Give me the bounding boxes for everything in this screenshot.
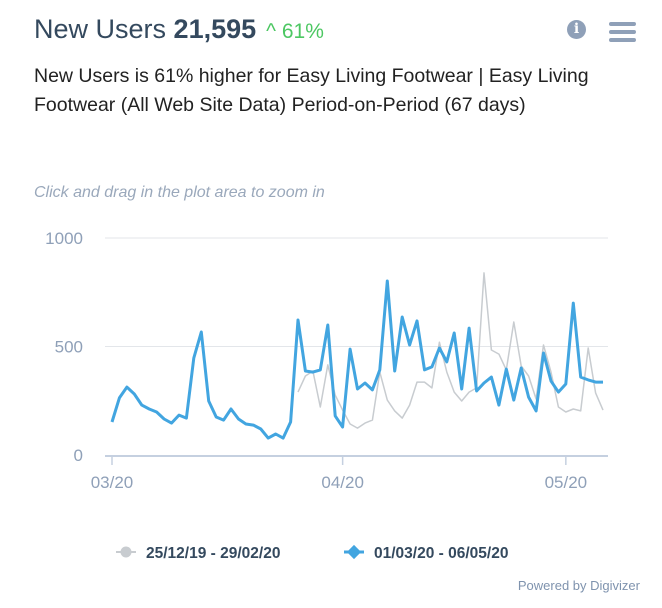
y-tick-label: 0 [74, 446, 83, 465]
x-tick-label: 04/20 [321, 473, 364, 492]
subtitle: New Users is 61% higher for Easy Living … [34, 65, 589, 116]
series-current-line [110, 279, 603, 440]
change-badge: ^ 61% [266, 20, 324, 43]
series-previous-line [297, 272, 604, 429]
legend-item[interactable]: 01/03/20 - 06/05/20 [374, 545, 508, 562]
hamburger-menu-icon[interactable] [609, 22, 636, 46]
legend-item[interactable]: 25/12/19 - 29/02/20 [146, 545, 280, 562]
legend-diamond-marker [346, 544, 362, 560]
metric-name: New Users [34, 14, 167, 44]
y-tick-label: 500 [55, 338, 83, 357]
metric-value: 21,595 [173, 14, 257, 44]
widget-title: New Users 21,595 ^ 61% [34, 14, 324, 45]
info-icon[interactable]: i [567, 20, 586, 39]
x-tick-label: 03/20 [91, 473, 134, 492]
x-tick-label: 05/20 [545, 473, 588, 492]
powered-by[interactable]: Powered by Digivizer [517, 578, 640, 593]
legend-circle-marker [120, 546, 132, 558]
y-tick-label: 1000 [45, 229, 83, 248]
zoom-hint: Click and drag in the plot area to zoom … [34, 184, 325, 201]
